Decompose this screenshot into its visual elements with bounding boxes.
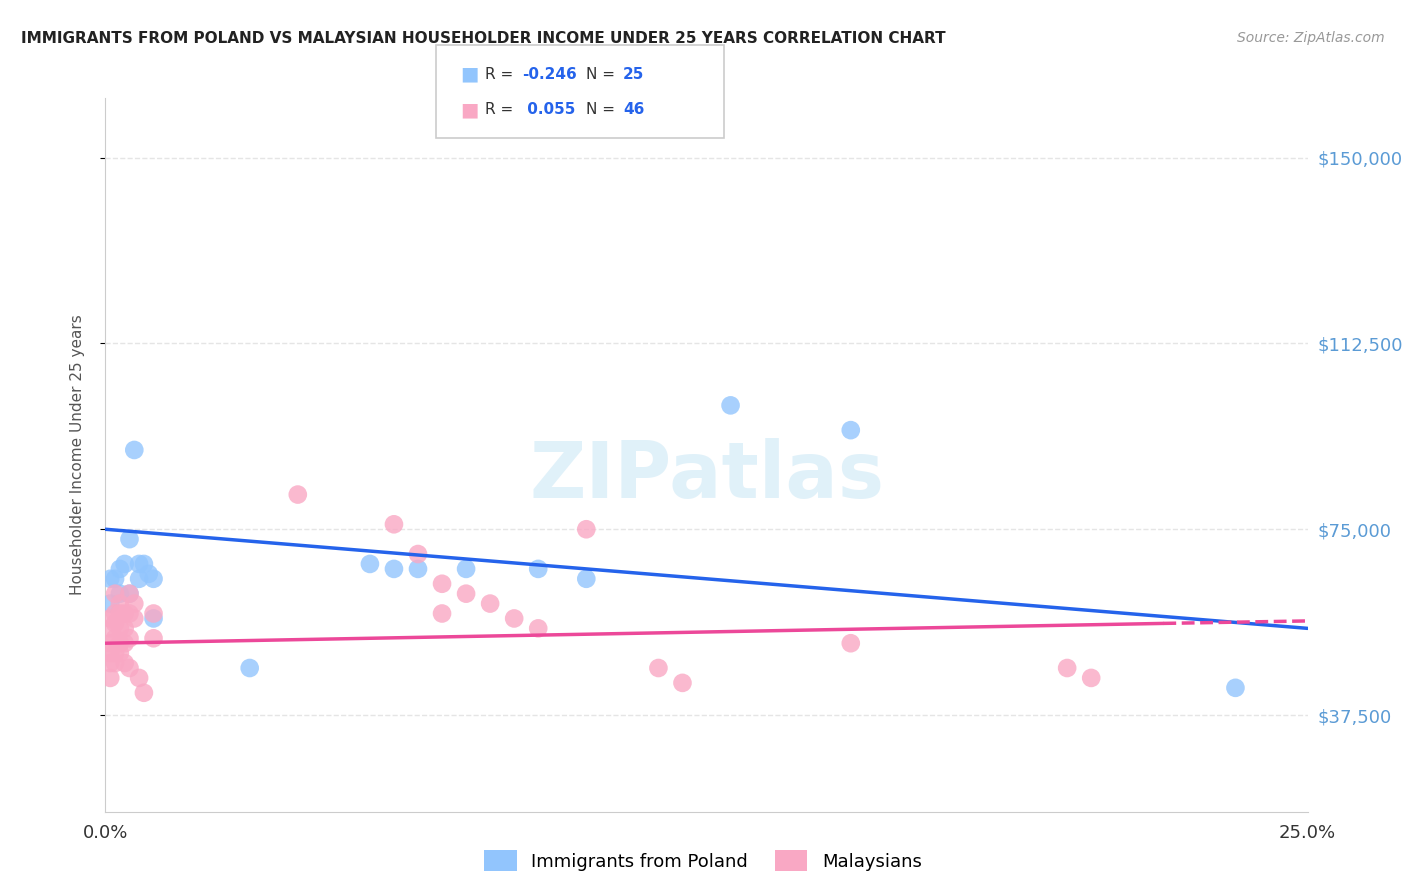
Text: Source: ZipAtlas.com: Source: ZipAtlas.com [1237, 31, 1385, 45]
Point [118, 532, 141, 546]
Point [104, 656, 127, 670]
Point [108, 607, 131, 621]
Text: IMMIGRANTS FROM POLAND VS MALAYSIAN HOUSEHOLDER INCOME UNDER 25 YEARS CORRELATIO: IMMIGRANTS FROM POLAND VS MALAYSIAN HOUS… [21, 31, 946, 46]
Text: R =: R = [485, 67, 519, 81]
Point [98, 611, 121, 625]
Text: ■: ■ [460, 100, 478, 120]
Point [1080, 671, 1102, 685]
Point [647, 661, 669, 675]
Point [239, 661, 262, 675]
Point [118, 632, 141, 646]
Point [114, 557, 136, 571]
Point [671, 676, 693, 690]
Text: N =: N = [586, 67, 620, 81]
Point [839, 423, 862, 437]
Point [128, 572, 150, 586]
Point [98, 656, 121, 670]
Point [430, 607, 453, 621]
Point [382, 562, 405, 576]
Point [720, 398, 742, 412]
Point [575, 572, 598, 586]
Point [108, 646, 131, 660]
Text: 46: 46 [623, 103, 644, 117]
Point [118, 661, 141, 675]
Point [98, 597, 121, 611]
Point [114, 607, 136, 621]
Legend: Immigrants from Poland, Malaysians: Immigrants from Poland, Malaysians [477, 843, 929, 879]
Text: R =: R = [485, 103, 519, 117]
Point [503, 611, 526, 625]
Point [98, 646, 121, 660]
Text: -0.246: -0.246 [522, 67, 576, 81]
Point [104, 646, 127, 660]
Point [108, 597, 131, 611]
Point [1056, 661, 1078, 675]
Point [124, 611, 146, 625]
Point [142, 607, 165, 621]
Point [382, 517, 405, 532]
Point [142, 632, 165, 646]
Text: 25: 25 [623, 67, 644, 81]
Text: N =: N = [586, 103, 620, 117]
Point [104, 572, 127, 586]
Point [118, 607, 141, 621]
Point [406, 562, 429, 576]
Point [132, 557, 155, 571]
Point [454, 587, 477, 601]
Point [98, 671, 121, 685]
Point [98, 621, 121, 635]
Point [104, 607, 127, 621]
Point [114, 636, 136, 650]
Point [124, 597, 146, 611]
Y-axis label: Householder Income Under 25 years: Householder Income Under 25 years [70, 315, 84, 595]
Point [287, 487, 309, 501]
Point [479, 597, 502, 611]
Point [98, 572, 121, 586]
Point [114, 656, 136, 670]
Point [454, 562, 477, 576]
Point [132, 686, 155, 700]
Point [108, 562, 131, 576]
Point [128, 557, 150, 571]
Point [142, 572, 165, 586]
Point [104, 616, 127, 631]
Point [142, 611, 165, 625]
Point [118, 587, 141, 601]
Point [359, 557, 381, 571]
Point [1225, 681, 1247, 695]
Point [839, 636, 862, 650]
Point [575, 522, 598, 536]
Point [128, 671, 150, 685]
Point [104, 632, 127, 646]
Point [98, 636, 121, 650]
Point [104, 587, 127, 601]
Point [124, 442, 146, 457]
Point [114, 621, 136, 635]
Point [430, 576, 453, 591]
Point [406, 547, 429, 561]
Point [138, 566, 160, 581]
Text: ZIPatlas: ZIPatlas [529, 438, 884, 515]
Text: ■: ■ [460, 64, 478, 84]
Point [527, 562, 550, 576]
Point [108, 636, 131, 650]
Text: 0.055: 0.055 [522, 103, 575, 117]
Point [527, 621, 550, 635]
Point [108, 621, 131, 635]
Point [108, 587, 131, 601]
Point [118, 587, 141, 601]
